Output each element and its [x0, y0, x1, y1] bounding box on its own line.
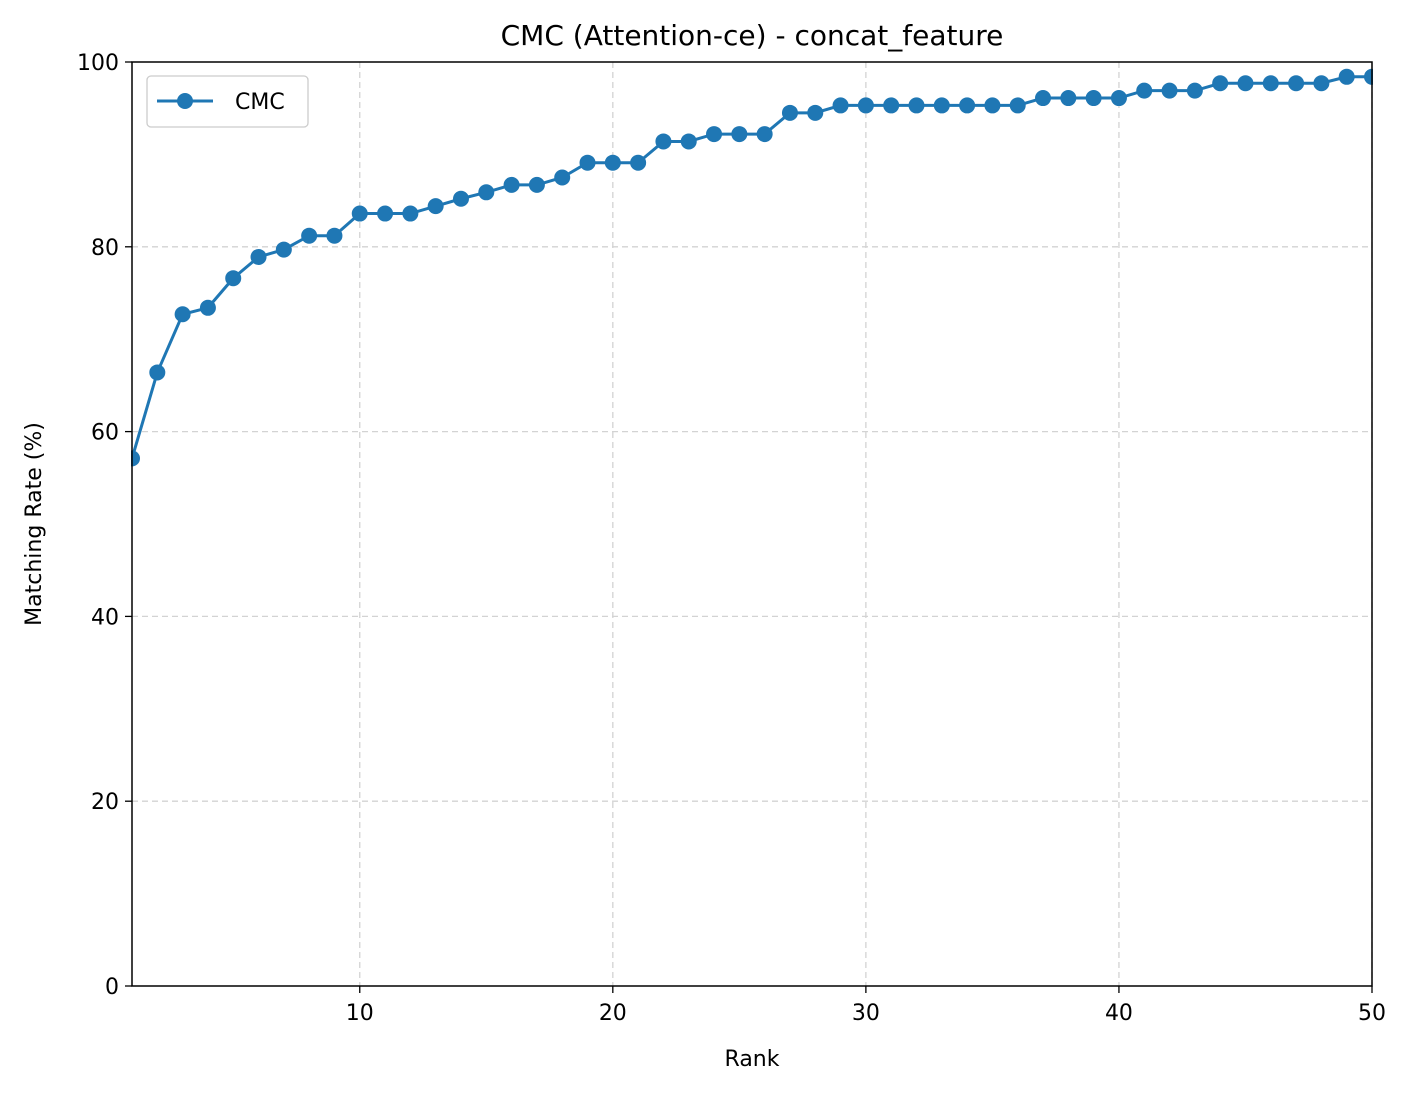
x-tick-label: 10 — [346, 1001, 374, 1026]
y-tick-label: 100 — [77, 51, 119, 76]
data-point — [1136, 82, 1153, 99]
chart-title: CMC (Attention-ce) - concat_feature — [501, 19, 1004, 52]
legend-marker — [177, 93, 193, 109]
y-axis-label: Matching Rate (%) — [22, 422, 47, 626]
data-point — [326, 227, 343, 244]
x-tick-label: 50 — [1358, 1001, 1386, 1026]
data-point — [630, 154, 647, 171]
y-tick-label: 0 — [105, 975, 119, 1000]
data-point — [883, 97, 900, 114]
legend-box — [146, 75, 309, 128]
data-point — [275, 241, 292, 258]
data-point — [1313, 75, 1330, 92]
data-point — [250, 248, 267, 265]
data-point — [131, 450, 140, 467]
data-point — [1110, 90, 1127, 107]
data-point — [1288, 75, 1305, 92]
data-point — [731, 126, 748, 143]
x-tick-label: 20 — [599, 1001, 627, 1026]
legend-label: CMC — [235, 90, 285, 115]
series-CMC — [131, 68, 1373, 467]
data-point — [857, 97, 874, 114]
data-point — [655, 133, 672, 150]
data-point — [225, 270, 242, 287]
data-point — [1364, 68, 1373, 85]
data-point — [1161, 82, 1178, 99]
data-point — [149, 364, 166, 381]
y-tick-label: 20 — [91, 790, 119, 815]
data-point — [1060, 90, 1077, 107]
data-point — [959, 97, 976, 114]
data-point — [528, 176, 545, 193]
data-point — [908, 97, 925, 114]
data-point — [478, 184, 495, 201]
data-point — [984, 97, 1001, 114]
data-point — [1009, 97, 1026, 114]
series-layer — [131, 68, 1373, 467]
x-tick-label: 30 — [852, 1001, 880, 1026]
data-point — [1262, 75, 1279, 92]
data-point — [351, 205, 368, 222]
y-axis: 0 20 40 60 80 100 — [77, 51, 132, 1000]
data-point — [503, 176, 520, 193]
x-tick-label: 40 — [1105, 1001, 1133, 1026]
data-point — [452, 190, 469, 207]
data-point — [301, 227, 318, 244]
data-point — [402, 205, 419, 222]
x-axis-label: Rank — [725, 1047, 780, 1072]
data-point — [1186, 82, 1203, 99]
data-point — [579, 154, 596, 171]
data-point — [1035, 90, 1052, 107]
plot-frame — [131, 61, 1373, 987]
data-point — [554, 169, 571, 186]
data-point — [199, 299, 216, 316]
data-point — [1338, 68, 1355, 85]
data-point — [832, 97, 849, 114]
data-point — [1212, 75, 1229, 92]
data-point — [680, 133, 697, 150]
data-point — [377, 205, 394, 222]
y-tick-label: 80 — [91, 236, 119, 261]
data-point — [1237, 75, 1254, 92]
data-point — [933, 97, 950, 114]
data-point — [756, 126, 773, 143]
data-point — [1085, 90, 1102, 107]
data-point — [807, 104, 824, 121]
legend: CMC — [146, 75, 309, 128]
data-point — [604, 154, 621, 171]
y-tick-label: 60 — [91, 421, 119, 446]
data-point — [174, 306, 191, 323]
data-point — [781, 104, 798, 121]
data-point — [706, 126, 723, 143]
x-axis: 10 20 30 40 50 — [346, 986, 1386, 1026]
data-point — [427, 198, 444, 215]
y-tick-label: 40 — [91, 605, 119, 630]
